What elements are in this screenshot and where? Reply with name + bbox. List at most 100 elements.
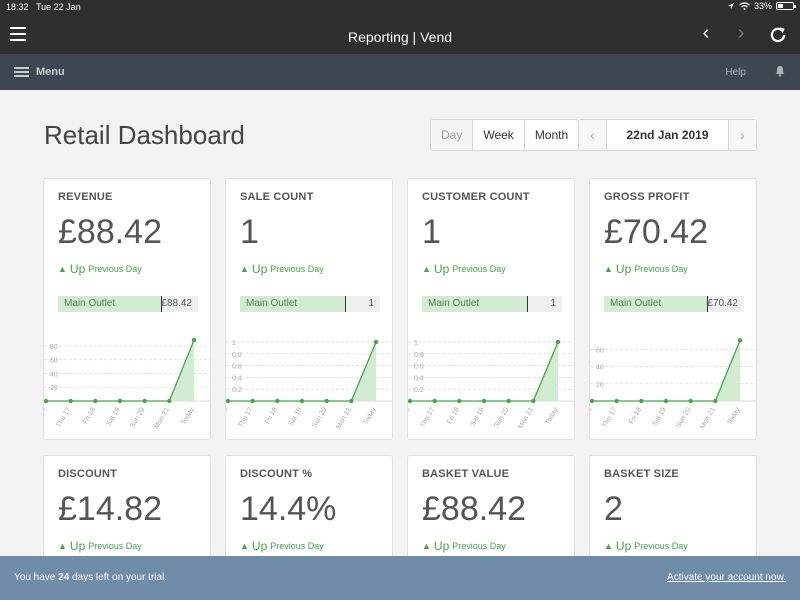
- metric-card-sale-count[interactable]: SALE COUNT 1 ▲ Up Previous Day Main Outlet…: [225, 178, 393, 440]
- y-tick-label: 0.8: [232, 352, 242, 359]
- card-value: £88.42: [422, 490, 526, 528]
- trend-indicator: ▲ Up Previous Day: [240, 539, 324, 553]
- outlet-bar-fill: [240, 296, 347, 312]
- previous-date-button[interactable]: ‹: [579, 120, 607, 150]
- x-tick-label: Thu 17: [237, 406, 254, 428]
- status-time: 18:32: [6, 2, 29, 12]
- y-tick-label: 60: [596, 347, 604, 354]
- up-arrow-icon: ▲: [422, 264, 431, 274]
- period-selector: Day Week Month: [430, 119, 580, 151]
- trend-label: Up: [433, 539, 450, 553]
- outlet-name: Main Outlet: [64, 298, 116, 309]
- data-point: [349, 398, 354, 404]
- card-value: £88.42: [58, 213, 162, 251]
- x-tick-label: Fri 18: [446, 406, 461, 425]
- x-tick-label: Fri 18: [264, 406, 279, 425]
- outlet-value: 1: [550, 298, 556, 309]
- data-point: [44, 398, 49, 404]
- next-date-button[interactable]: ›: [728, 120, 756, 150]
- data-point: [614, 398, 619, 404]
- outlet-value: £70.42: [707, 298, 738, 309]
- x-tick-label: Sat 19: [470, 406, 486, 427]
- period-month[interactable]: Month: [534, 128, 569, 142]
- sparkline-chart: 0.2 0.4 0.6 0.8 1 Wed 16 Thu 17 Fri 18 Sat 19 Sun…: [408, 339, 574, 431]
- y-tick-label: 0.2: [414, 387, 424, 394]
- trend-note: Previous Day: [270, 541, 324, 551]
- hamburger-icon[interactable]: [10, 27, 26, 41]
- status-right: 33%: [727, 1, 796, 11]
- trial-banner: You have 24 days left on your trial. Act…: [0, 556, 800, 600]
- trend-indicator: ▲ Up Previous Day: [240, 262, 324, 276]
- outlet-bar: Main Outlet £70.42: [604, 296, 744, 312]
- data-point: [191, 337, 197, 343]
- data-point: [481, 398, 487, 404]
- status-date: Tue 22 Jan: [36, 2, 81, 12]
- x-tick-label: Sun 20: [311, 406, 328, 429]
- card-value: £14.82: [58, 490, 162, 528]
- y-tick-label: 60: [50, 358, 58, 365]
- y-tick-label: 20: [596, 382, 604, 389]
- trend-label: Up: [69, 539, 86, 553]
- data-point: [688, 398, 693, 404]
- trend-note: Previous Day: [88, 264, 142, 274]
- trend-note: Previous Day: [88, 541, 142, 551]
- bell-icon[interactable]: [774, 65, 786, 77]
- x-tick-label: Today: [362, 406, 378, 426]
- card-label: CUSTOMER COUNT: [422, 191, 530, 203]
- outlet-bar: Main Outlet £88.42: [58, 296, 198, 312]
- card-label: DISCOUNT %: [240, 468, 313, 480]
- browser-title: Reporting | Vend: [347, 29, 453, 45]
- outlet-bar-fill: [604, 296, 708, 312]
- series-area: [533, 341, 558, 401]
- period-day[interactable]: Day: [431, 120, 474, 150]
- x-tick-label: Sat 19: [288, 406, 304, 427]
- y-tick-label: 80: [50, 344, 58, 351]
- card-value: 1: [422, 213, 441, 251]
- trend-label: Up: [433, 262, 450, 276]
- status-bar: 18:32 Tue 22 Jan 33%: [0, 0, 800, 14]
- trend-label: Up: [615, 262, 632, 276]
- metric-card-gross-profit[interactable]: GROSS PROFIT £70.42 ▲ Up Previous Day Main…: [589, 178, 757, 440]
- trend-label: Up: [251, 539, 268, 553]
- x-tick-label: Sat 19: [106, 406, 122, 427]
- trial-suffix: days left on your trial.: [69, 572, 168, 583]
- outlet-name: Main Outlet: [246, 298, 298, 309]
- data-point: [713, 398, 718, 404]
- card-label: REVENUE: [58, 191, 113, 203]
- metric-card-revenue[interactable]: REVENUE £88.42 ▲ Up Previous Day Main Outl…: [43, 178, 211, 440]
- outlet-bar-fill: [58, 296, 162, 312]
- chevron-right-icon[interactable]: ›: [737, 22, 745, 44]
- menu-label: Menu: [36, 66, 65, 78]
- x-tick-label: Mon 21: [153, 406, 171, 430]
- y-tick-label: 0.4: [414, 375, 424, 382]
- reload-icon[interactable]: [768, 25, 788, 45]
- y-tick-label: 0.6: [414, 364, 424, 371]
- card-label: BASKET VALUE: [422, 468, 510, 480]
- chevron-left-icon[interactable]: ‹: [702, 22, 710, 44]
- date-label[interactable]: 22nd Jan 2019: [626, 128, 709, 142]
- up-arrow-icon: ▲: [240, 264, 249, 274]
- up-arrow-icon: ▲: [240, 541, 249, 551]
- y-tick-label: 0.6: [232, 364, 242, 371]
- x-tick-label: Wed 16: [408, 406, 412, 430]
- data-point: [639, 398, 644, 404]
- card-label: BASKET SIZE: [604, 468, 679, 480]
- y-tick-label: 40: [596, 365, 604, 372]
- trend-label: Up: [615, 539, 632, 553]
- data-point: [737, 338, 743, 343]
- activate-account-link[interactable]: Activate your account now.: [667, 572, 786, 583]
- data-point: [663, 398, 669, 404]
- x-tick-label: Sun 20: [129, 406, 146, 429]
- data-point: [68, 398, 73, 404]
- period-week[interactable]: Week: [473, 120, 525, 150]
- x-tick-label: Today: [180, 406, 196, 426]
- data-point: [432, 398, 437, 404]
- menu-button[interactable]: Menu: [14, 65, 65, 79]
- data-point: [555, 339, 561, 345]
- x-tick-label: Mon 21: [517, 406, 535, 430]
- help-link[interactable]: Help: [725, 67, 746, 78]
- x-tick-label: Sun 20: [675, 406, 692, 429]
- x-tick-label: Thu 17: [55, 406, 72, 428]
- metric-card-customer-count[interactable]: CUSTOMER COUNT 1 ▲ Up Previous Day Main Ou…: [407, 178, 575, 440]
- wifi-icon: [739, 2, 750, 10]
